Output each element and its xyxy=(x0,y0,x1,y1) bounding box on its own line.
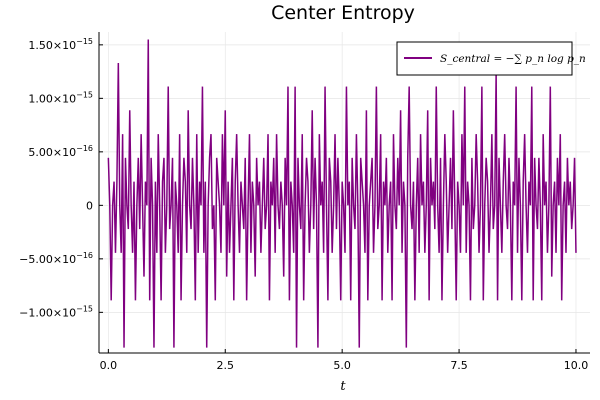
y-tick-label: 1.50×10−15 xyxy=(28,37,93,52)
y-tick-label: 1.00×10−15 xyxy=(28,90,93,105)
chart-title: Center Entropy xyxy=(271,2,415,24)
x-axis-label: t xyxy=(340,379,346,394)
x-tick-label: 2.5 xyxy=(217,359,235,372)
y-tick-label: 0 xyxy=(86,199,93,212)
legend: S_central = −∑ p_n log p_n xyxy=(396,41,586,76)
axes xyxy=(98,32,590,354)
series-line-0 xyxy=(107,39,577,348)
tick-labels: 0.0 2.5 5.0 7.5 10.0 −1.00×10−15 −5.00×10−16 0 5… xyxy=(19,37,588,372)
legend-entry-label: S_central = −∑ p_n log p_n xyxy=(440,53,586,65)
y-tick-label: −1.00×10−15 xyxy=(19,304,93,319)
x-tick-label: 0.0 xyxy=(100,359,118,372)
y-tick-label: 5.00×10−16 xyxy=(28,144,93,159)
x-tick-label: 10.0 xyxy=(564,359,589,372)
x-tick-label: 5.0 xyxy=(333,359,351,372)
series-layer xyxy=(107,39,577,348)
y-tick-label: −5.00×10−16 xyxy=(19,251,93,266)
x-tick-label: 7.5 xyxy=(450,359,468,372)
legend-box xyxy=(396,41,573,76)
